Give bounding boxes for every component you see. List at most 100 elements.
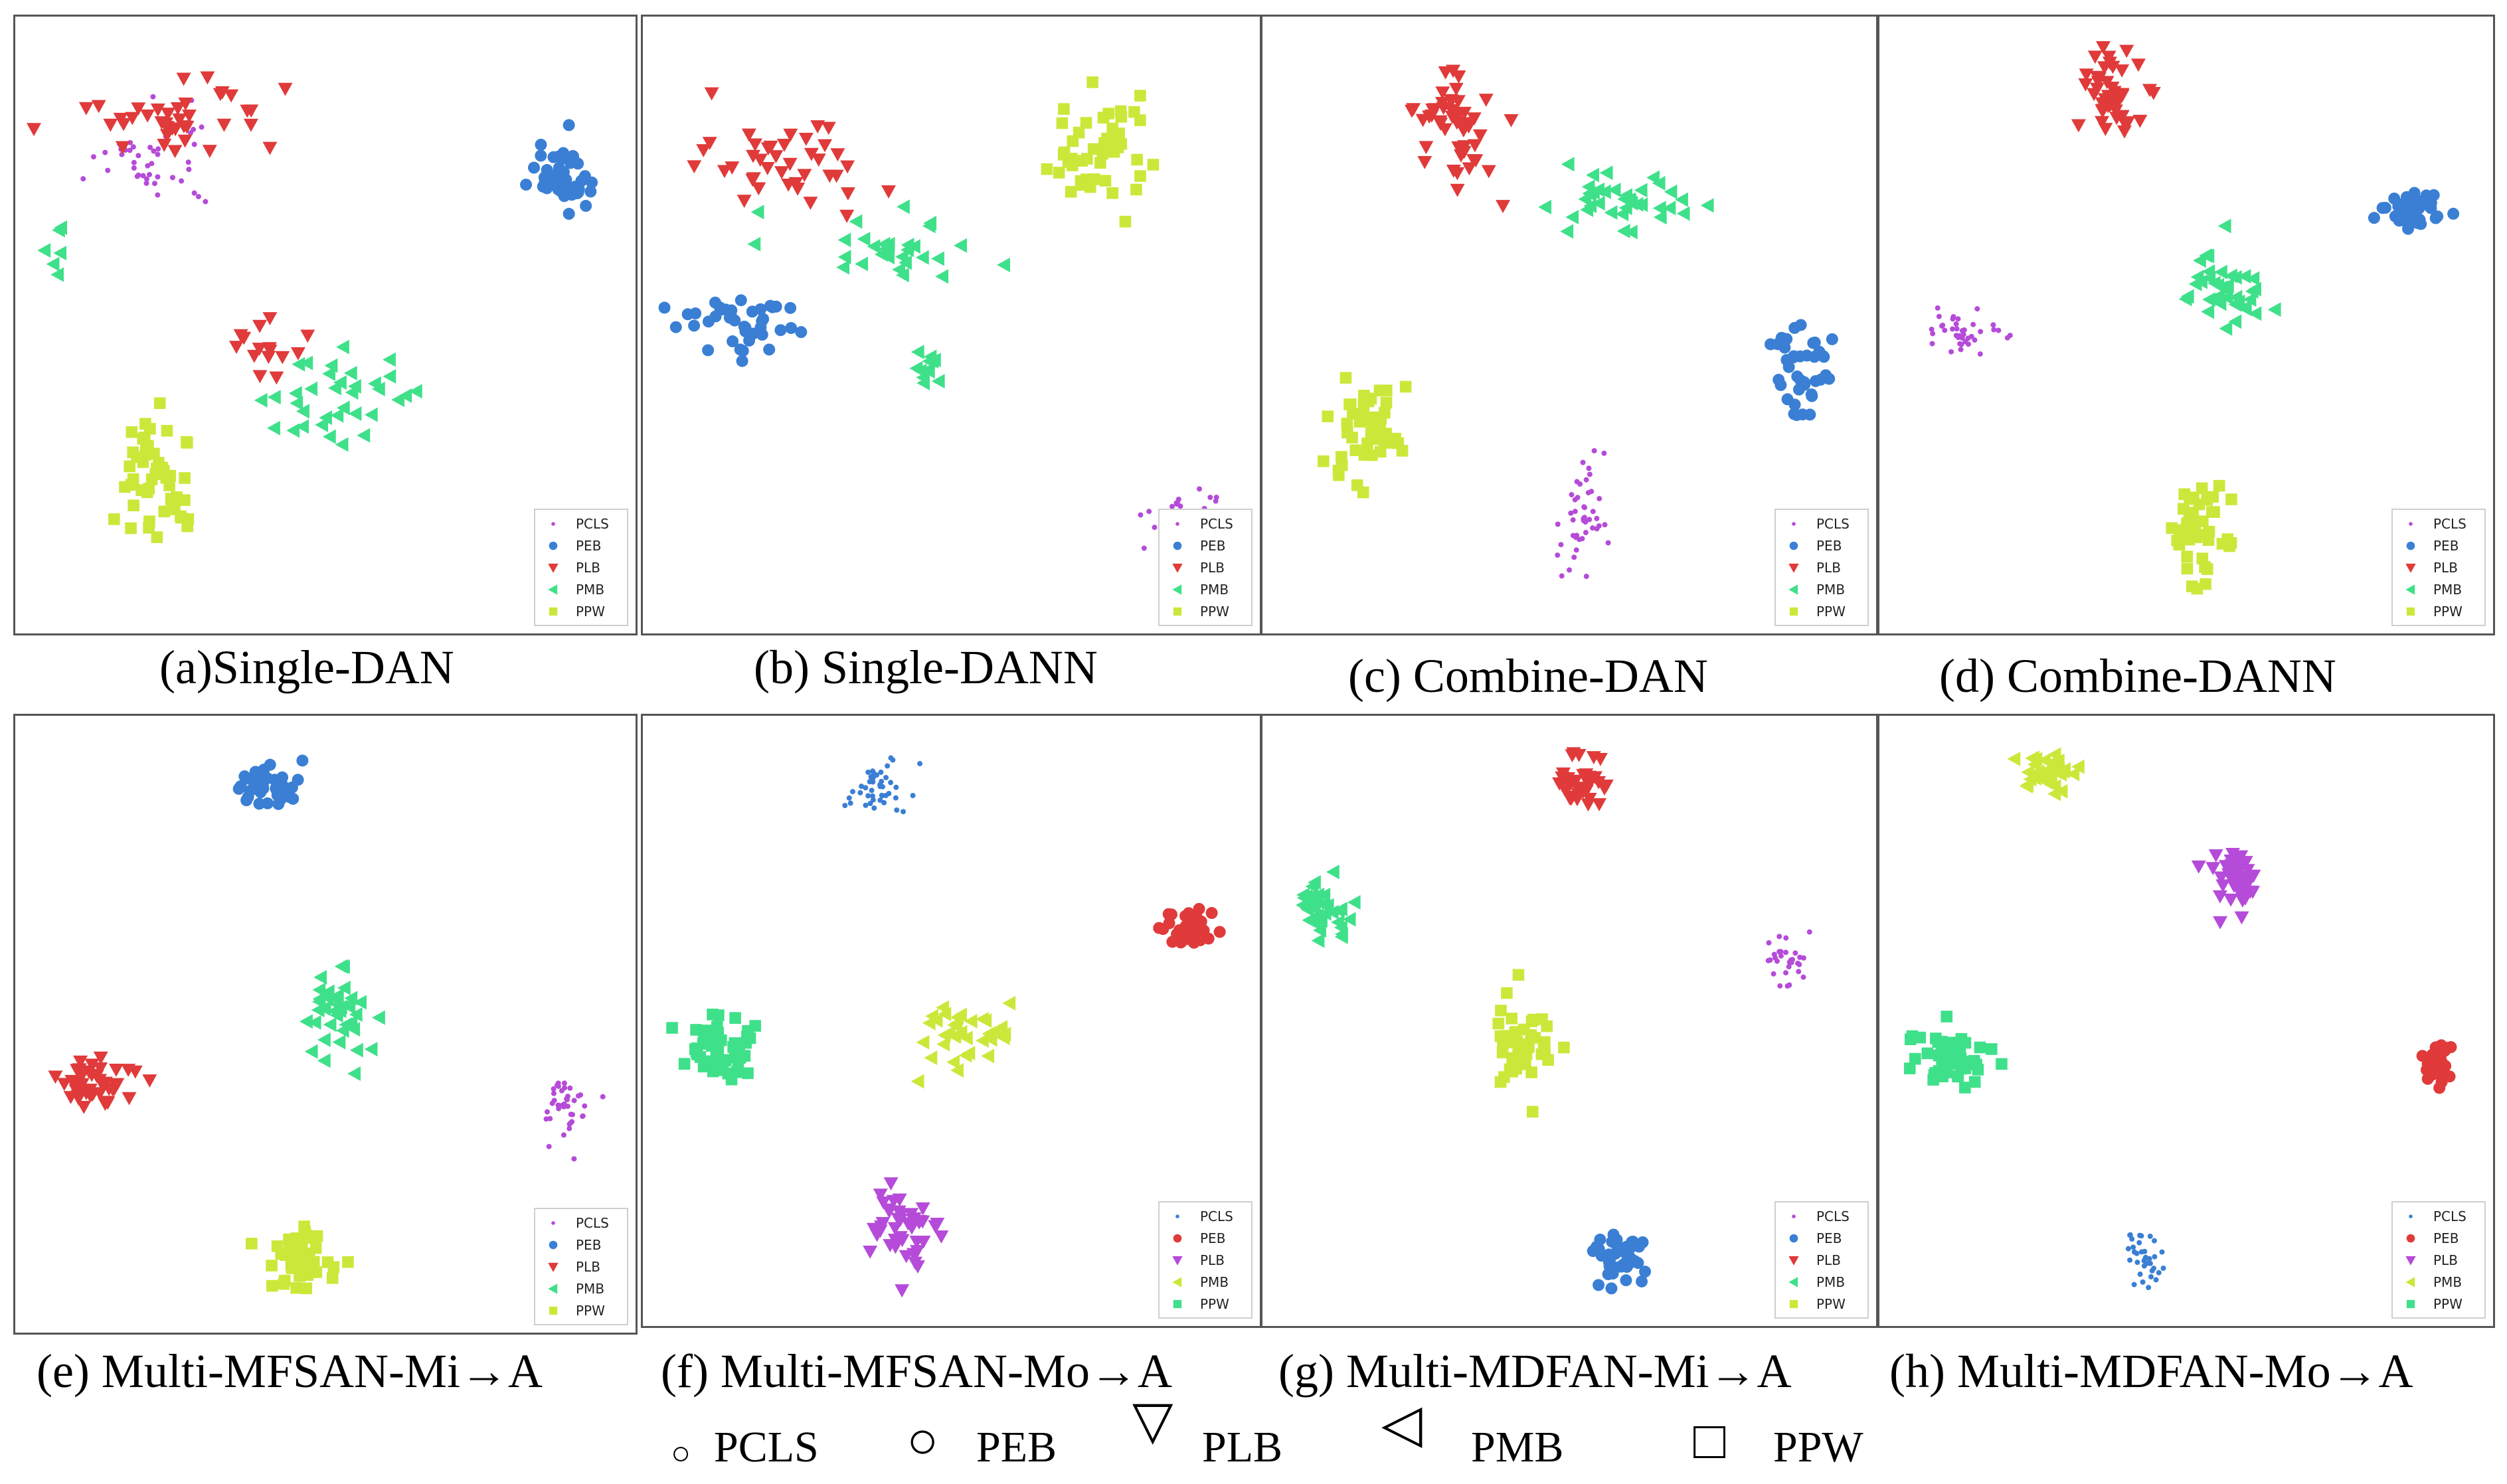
point-pmb [312, 982, 326, 997]
point-pcls [1597, 495, 1602, 501]
point-plb [103, 118, 118, 132]
point-pcls [191, 190, 197, 196]
panel-legend-marker-pcls [2409, 1214, 2413, 1218]
point-pmb [931, 374, 945, 389]
point-ppw [1056, 117, 1069, 129]
point-ppw [2187, 507, 2200, 519]
point-pcls [1996, 327, 2002, 333]
point-ppw [1968, 1076, 1981, 1088]
point-pmb [931, 251, 944, 266]
point-pcls [562, 1085, 568, 1091]
point-plb [892, 1193, 907, 1207]
point-pcls [867, 801, 873, 807]
point-plb [2078, 78, 2093, 92]
point-pcls [1948, 349, 1954, 355]
panel-legend-marker-ppw [549, 1306, 558, 1315]
point-plb [2240, 864, 2255, 878]
point-pmb [1342, 912, 1356, 927]
point-pmb [936, 1036, 950, 1052]
point-pmb [1622, 192, 1636, 207]
point-pcls [1605, 540, 1611, 546]
point-pcls [566, 1125, 572, 1131]
point-plb [81, 1065, 96, 1079]
point-ppw [1536, 1013, 1548, 1025]
point-ppw [1080, 117, 1092, 129]
point-peb [1605, 1282, 1618, 1295]
point-pmb [1581, 179, 1595, 195]
point-plb [881, 185, 897, 199]
panel-legend-box [1774, 509, 1869, 626]
point-ppw [1939, 1056, 1951, 1068]
point-ppw [296, 1238, 308, 1251]
point-peb [2435, 1076, 2448, 1088]
panel-legend-label-ppw: PPW [576, 604, 605, 619]
point-peb [1798, 378, 1811, 391]
point-pcls [1942, 327, 1948, 333]
point-pcls [1784, 983, 1790, 989]
point-pmb [895, 249, 908, 264]
point-pcls [546, 1143, 552, 1149]
point-plb [2208, 849, 2223, 863]
point-peb [764, 299, 776, 312]
point-plb [704, 87, 719, 101]
point-ppw [135, 484, 147, 497]
point-plb [2213, 916, 2228, 930]
point-pmb [347, 1066, 361, 1081]
point-pmb [2047, 779, 2061, 794]
point-ppw [1358, 449, 1371, 461]
point-pmb [1002, 995, 1016, 1011]
point-pmb [1308, 875, 1321, 890]
point-pcls [1141, 545, 1147, 551]
point-ppw [1985, 1043, 1998, 1055]
point-pcls [859, 783, 865, 789]
point-plb [275, 351, 290, 365]
point-pmb [307, 1015, 321, 1030]
point-plb [1593, 752, 1608, 766]
panel-legend-marker-pcls [1175, 522, 1179, 526]
point-peb [2428, 1052, 2441, 1064]
point-plb [1432, 115, 1448, 129]
point-peb [727, 335, 739, 348]
point-pcls [127, 147, 133, 153]
panel-legend-marker-peb [1789, 541, 1798, 550]
point-pmb [300, 1014, 313, 1029]
point-pcls [1586, 465, 1592, 471]
point-pmb [383, 369, 396, 384]
point-pmb [353, 995, 367, 1010]
point-ppw [2213, 479, 2225, 492]
point-pcls [185, 159, 191, 165]
point-pmb [750, 205, 764, 220]
point-pcls [1589, 489, 1595, 495]
point-pcls [2147, 1233, 2153, 1239]
panel-legend-label-peb: PEB [2433, 1230, 2459, 1246]
point-pmb [2238, 300, 2251, 315]
point-plb [1415, 114, 1430, 127]
point-pcls [1571, 554, 1577, 560]
point-pmb [2047, 761, 2061, 776]
point-plb [2229, 856, 2244, 870]
point-plb [2105, 60, 2120, 74]
point-ppw [678, 1058, 691, 1070]
point-peb [774, 324, 787, 337]
point-pcls [1581, 504, 1587, 510]
point-pmb [342, 999, 356, 1015]
point-pmb [304, 1044, 318, 1059]
panel-legend-marker-pmb [1172, 1277, 1182, 1287]
point-pcls [1936, 313, 1942, 319]
point-pcls [1950, 313, 1956, 319]
point-ppw [145, 473, 158, 485]
point-plb [179, 120, 195, 134]
point-pmb [1652, 201, 1666, 216]
point-pmb [1538, 199, 1552, 214]
caption-c: (c) Combine-DAN [1348, 649, 1708, 702]
point-pcls [1558, 542, 1564, 548]
point-ppw [300, 1282, 313, 1295]
point-pcls [1958, 347, 1964, 353]
point-pcls [1555, 552, 1561, 558]
point-pcls [1796, 961, 1802, 967]
point-plb [883, 1177, 899, 1191]
point-pcls [1991, 327, 1997, 333]
point-plb [2109, 112, 2124, 125]
point-plb [1481, 165, 1496, 179]
point-ppw [1512, 1048, 1524, 1060]
